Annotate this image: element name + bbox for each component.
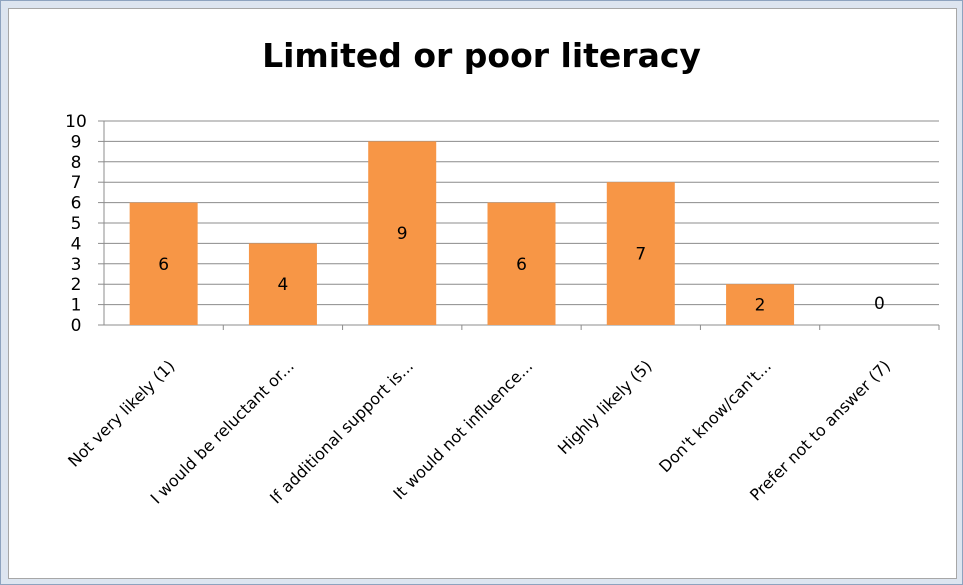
bar [129,202,198,325]
category-label: Don't know/can't... [655,356,775,476]
bar [726,284,795,325]
category-label: It would not influence... [389,356,536,503]
y-tick-label: 2 [71,275,82,295]
chart-title: Limited or poor literacy [262,36,701,75]
y-tick-label: 6 [71,194,82,214]
data-label: 4 [278,275,289,295]
category-label: Prefer not to answer (7) [746,356,894,504]
data-label: 6 [158,255,169,275]
data-label: 7 [635,245,646,265]
y-tick-label: 0 [71,316,82,336]
bar [606,182,675,325]
y-tick-label: 9 [71,132,82,152]
y-tick-label: 5 [71,214,82,234]
category-label: Not very likely (1) [64,356,178,470]
bar [487,202,556,325]
category-label: Highly likely (5) [554,356,656,458]
y-tick-label: 1 [71,296,82,316]
data-label: 2 [755,296,766,316]
bar [248,243,317,325]
y-tick-label: 3 [71,255,82,275]
data-label: 9 [397,224,408,244]
bar [368,141,437,325]
data-label: 0 [874,294,885,314]
y-tick-label: 10 [65,112,87,132]
y-tick-label: 8 [71,153,82,173]
y-tick-label: 7 [71,173,82,193]
data-label: 6 [516,255,527,275]
y-tick-label: 4 [71,234,82,254]
